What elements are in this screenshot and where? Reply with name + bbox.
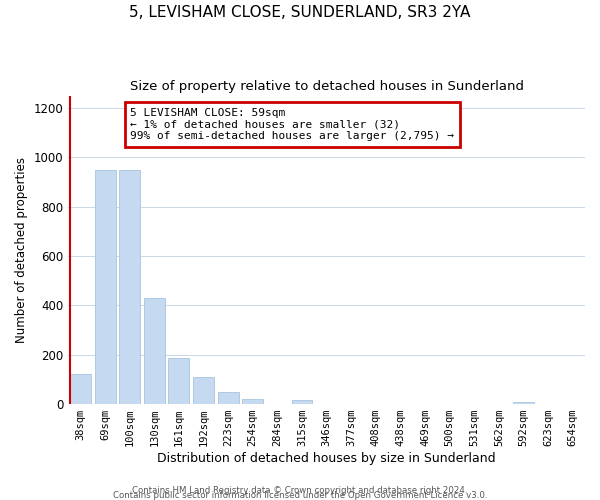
X-axis label: Distribution of detached houses by size in Sunderland: Distribution of detached houses by size … xyxy=(157,452,496,465)
Bar xyxy=(119,170,140,404)
Text: 5 LEVISHAM CLOSE: 59sqm
← 1% of detached houses are smaller (32)
99% of semi-det: 5 LEVISHAM CLOSE: 59sqm ← 1% of detached… xyxy=(130,108,454,141)
Text: Contains public sector information licensed under the Open Government Licence v3: Contains public sector information licen… xyxy=(113,491,487,500)
Text: 5, LEVISHAM CLOSE, SUNDERLAND, SR3 2YA: 5, LEVISHAM CLOSE, SUNDERLAND, SR3 2YA xyxy=(130,5,470,20)
Bar xyxy=(70,374,91,404)
Bar xyxy=(169,358,190,404)
Title: Size of property relative to detached houses in Sunderland: Size of property relative to detached ho… xyxy=(130,80,524,93)
Bar xyxy=(193,377,214,404)
Bar xyxy=(218,392,239,404)
Bar xyxy=(95,170,116,404)
Bar xyxy=(144,298,165,404)
Bar xyxy=(242,399,263,404)
Text: Contains HM Land Registry data © Crown copyright and database right 2024.: Contains HM Land Registry data © Crown c… xyxy=(132,486,468,495)
Bar xyxy=(513,402,534,404)
Bar xyxy=(292,400,313,404)
Y-axis label: Number of detached properties: Number of detached properties xyxy=(15,157,28,343)
